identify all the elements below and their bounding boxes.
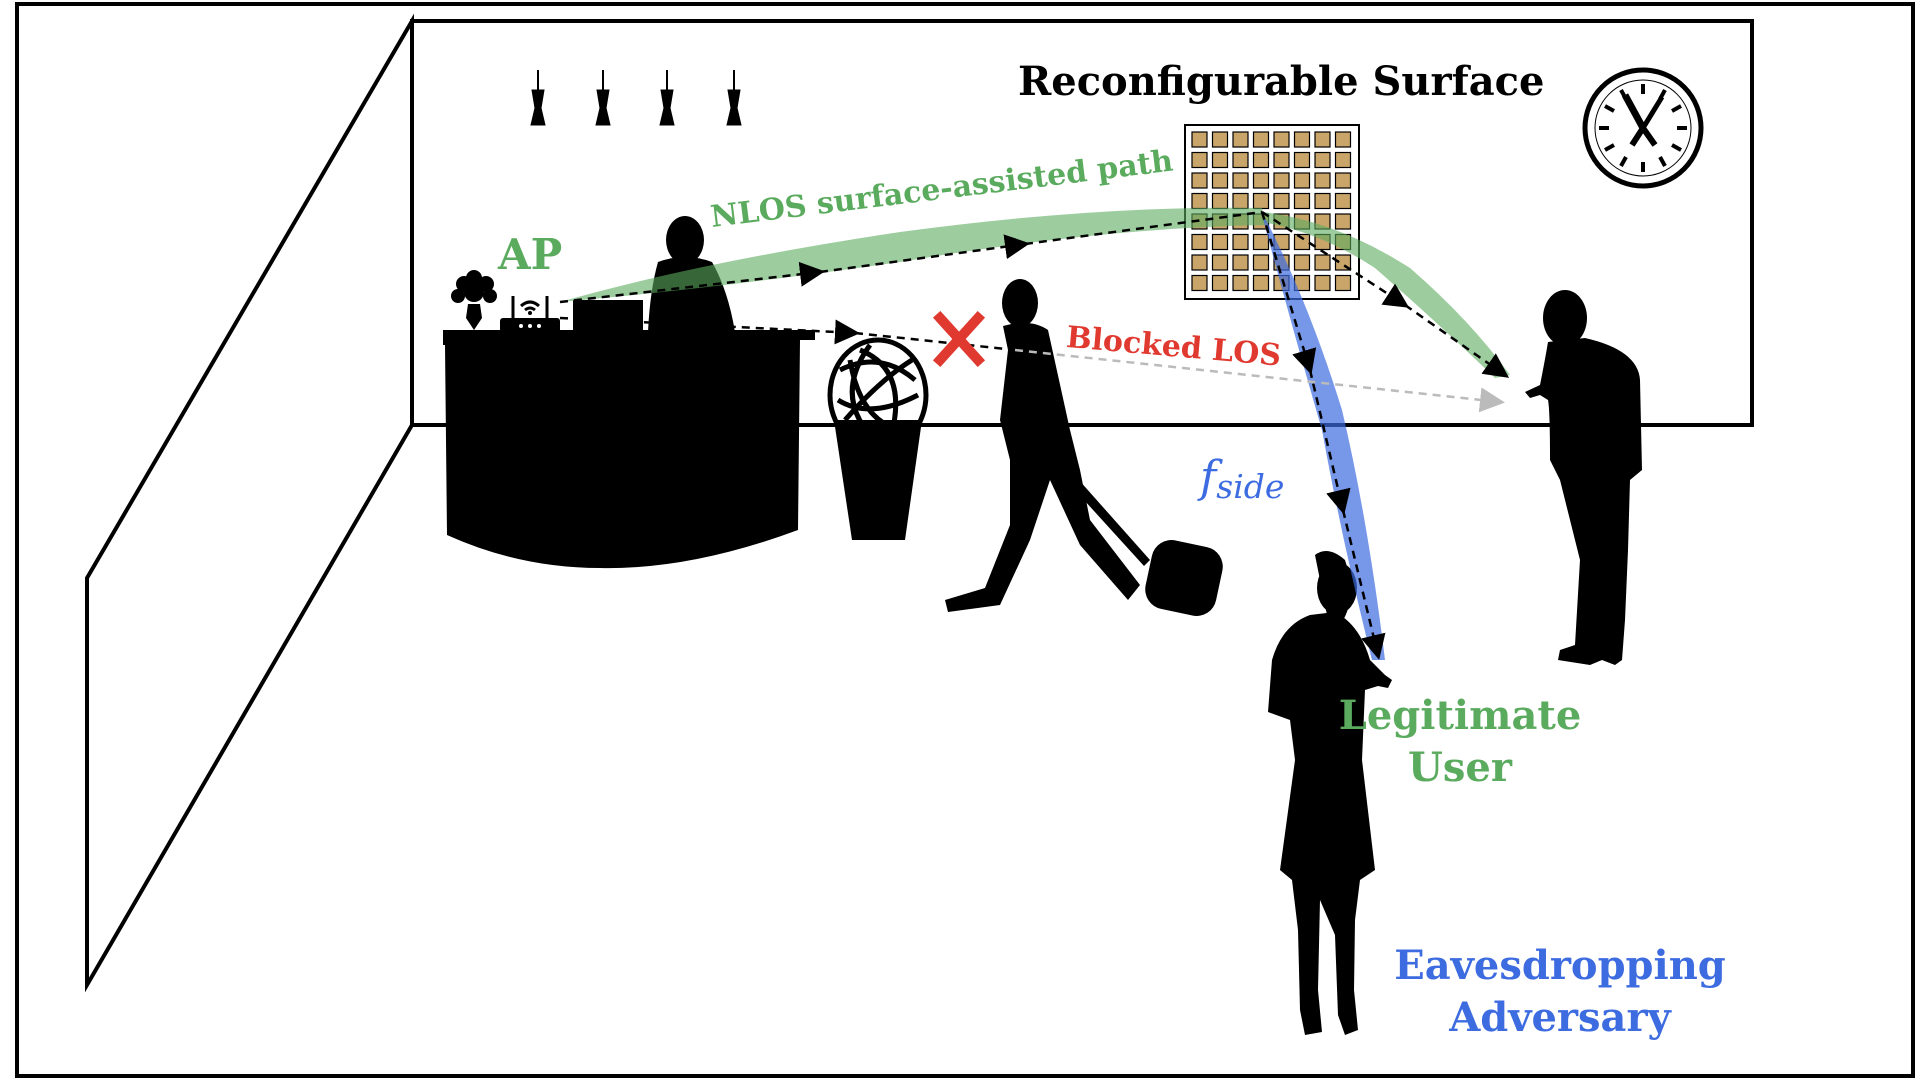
blocked-x-icon (932, 310, 986, 368)
legitimate-user-silhouette (1525, 290, 1642, 665)
surface-element (1273, 131, 1290, 148)
surface-element (1334, 213, 1352, 230)
surface-element (1211, 131, 1229, 148)
side-beam (1262, 212, 1385, 660)
legitimate-user-line1: Legitimate (1338, 692, 1582, 739)
surface-element (1191, 192, 1208, 210)
surface-element (1293, 254, 1311, 271)
surface-element (1232, 151, 1249, 169)
surface-element (1232, 274, 1249, 292)
ap-label: AP (498, 230, 563, 279)
adversary-line1: Eavesdropping (1394, 942, 1726, 989)
surface-element (1232, 254, 1249, 271)
surface-element (1191, 131, 1208, 148)
outer-frame (15, 2, 1915, 1078)
surface-element (1211, 151, 1229, 169)
surface-element (1252, 192, 1270, 210)
wifi-router-icon (500, 296, 560, 334)
surface-element (1252, 151, 1270, 169)
surface-element (1314, 151, 1331, 169)
side-wall (85, 13, 414, 993)
nlos-beam-ap-to-surface (560, 207, 1265, 302)
legitimate-user-label: Legitimate User (1320, 690, 1600, 794)
surface-element (1314, 131, 1331, 148)
fside-subscript: side (1216, 467, 1285, 506)
surface-element (1293, 151, 1311, 169)
surface-element (1211, 254, 1229, 271)
surface-element (1293, 131, 1311, 148)
surface-element (1191, 233, 1208, 251)
surface-element (1211, 172, 1229, 189)
surface-element (1191, 151, 1208, 169)
surface-element (1252, 172, 1270, 189)
decorative-planter (827, 337, 929, 540)
surface-element (1334, 172, 1352, 189)
pendant-lamp-icon (530, 70, 742, 126)
surface-element (1211, 233, 1229, 251)
flower-vase-icon (451, 270, 497, 330)
surface-element (1191, 172, 1208, 189)
surface-element (1252, 274, 1270, 292)
surface-element (1191, 254, 1208, 271)
surface-element (1273, 151, 1290, 169)
blocked-los-arrows (559, 316, 1505, 413)
adversary-silhouette (1268, 551, 1392, 1035)
surface-element (1334, 131, 1352, 148)
surface-element (1232, 131, 1249, 148)
surface-element (1293, 192, 1311, 210)
surface-element (1293, 172, 1311, 189)
fside-label: fside (1200, 452, 1284, 506)
surface-element (1334, 192, 1352, 210)
adversary-label: Eavesdropping Adversary (1360, 940, 1760, 1044)
surface-element (1232, 233, 1249, 251)
legitimate-user-line2: User (1408, 744, 1512, 791)
wall-clock-icon (1582, 67, 1704, 189)
surface-element (1211, 274, 1229, 292)
surface-element (1232, 192, 1249, 210)
surface-element (1252, 131, 1270, 148)
fside-main: f (1200, 452, 1217, 503)
surface-element (1252, 233, 1270, 251)
surface-element (1211, 192, 1229, 210)
traveler-silhouette (945, 279, 1223, 616)
surface-element (1273, 172, 1290, 189)
surface-element (1191, 274, 1208, 292)
adversary-line2: Adversary (1449, 994, 1671, 1041)
nlos-path-arrows (559, 210, 1510, 660)
surface-element (1232, 172, 1249, 189)
surface-element (1314, 254, 1331, 271)
surface-title: Reconfigurable Surface (1018, 58, 1545, 105)
surface-element (1314, 274, 1331, 292)
surface-element (1252, 254, 1270, 271)
surface-element (1334, 151, 1352, 169)
surface-element (1334, 274, 1352, 292)
surface-element (1314, 172, 1331, 189)
reception-desk (443, 300, 815, 569)
surface-element (1314, 192, 1331, 210)
surface-element (1273, 192, 1290, 210)
